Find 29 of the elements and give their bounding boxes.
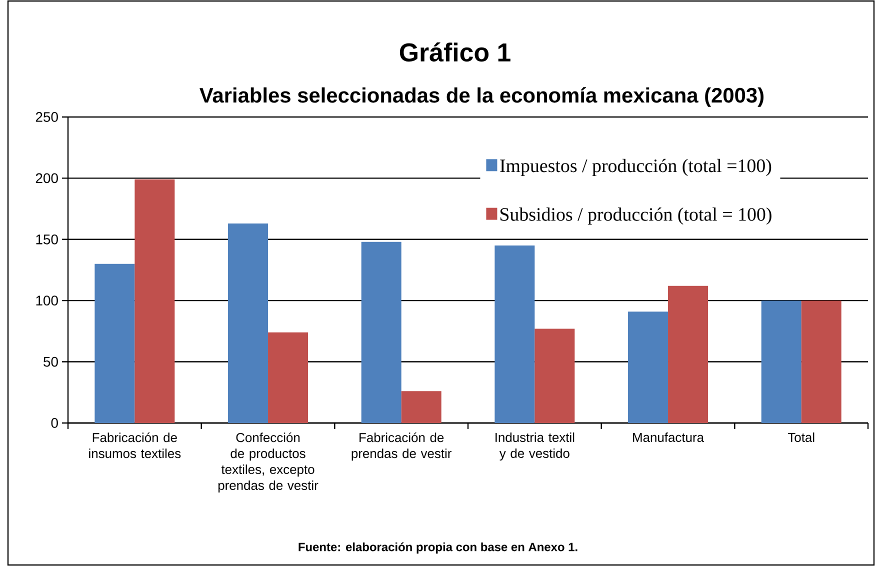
legend-label: Subsidios / producción (total = 100)	[500, 207, 772, 225]
bar	[534, 328, 575, 423]
bar	[628, 312, 668, 423]
x-tick-label: Confección de productos textiles, excepto prendas de vestir	[218, 432, 318, 493]
bar	[494, 246, 535, 423]
source-note: Fuente: elaboración propia con base en Anexo 1.	[298, 542, 578, 554]
bar	[401, 391, 442, 423]
y-tick-label: 50	[44, 356, 58, 367]
bar	[801, 300, 842, 423]
legend-label: Impuestos / producción (total =100)	[500, 158, 772, 176]
y-tick-label: 100	[36, 296, 58, 306]
bar	[761, 300, 802, 423]
x-tick-label: Fabricación de insumos textiles	[89, 432, 181, 458]
x-tick-label: Industria textil y de vestido	[496, 432, 574, 461]
bar	[668, 286, 708, 423]
bar	[134, 179, 175, 423]
bar	[228, 223, 268, 423]
bar	[94, 264, 135, 423]
bar	[361, 242, 402, 423]
y-tick-label: 150	[36, 234, 58, 244]
y-tick-label: 0	[51, 418, 58, 428]
x-tick-label: Total	[788, 432, 814, 442]
chart-title: Gráfico 1	[400, 42, 510, 62]
x-tick-label: Manufactura	[633, 432, 704, 442]
x-tick-label: Fabricación de prendas de vestir	[352, 432, 452, 461]
y-tick-label: 200	[36, 173, 58, 184]
chart-subtitle: Variables seleccionadas de la economía mexicana (2003)	[200, 87, 764, 107]
y-tick-label: 250	[36, 112, 58, 122]
bar	[268, 332, 308, 423]
